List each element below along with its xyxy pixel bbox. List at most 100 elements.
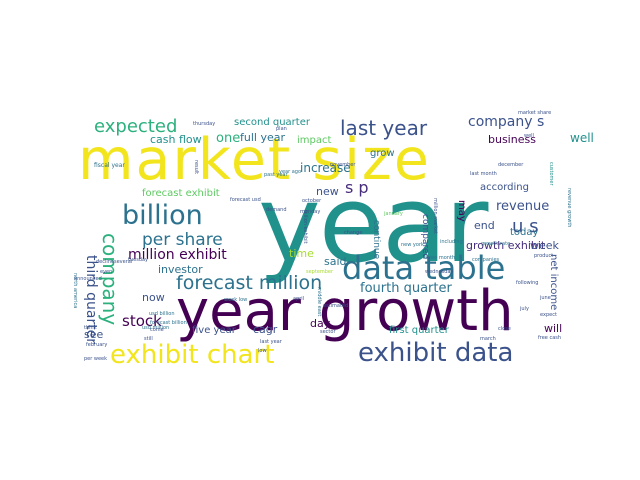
word: company s [468,114,545,130]
word: following [516,280,539,286]
word: market size [78,127,431,193]
word: usd million [142,325,170,331]
word: year growth [176,279,514,344]
word: forecast exhibit [142,188,220,199]
word: end [474,219,495,232]
word: cagr [253,323,278,336]
word: expected [94,116,178,137]
word: one [216,131,241,146]
word: billion exhibit [302,210,308,244]
word: usd billion [149,311,175,317]
word: expect [540,312,557,318]
word: think [84,325,97,331]
word: close [498,326,511,332]
word: november [330,162,356,168]
word: exhibit chart [110,340,275,370]
word: last year [260,339,282,345]
word: sector [320,329,336,335]
word: year ago [279,169,302,175]
word: north america [72,273,78,309]
word: customer [548,162,554,186]
word: thursday [193,121,216,127]
word: january [384,211,403,217]
word: march [480,336,496,342]
word: investor [158,263,203,276]
word: million exhibit [128,247,227,263]
word: revenue [496,199,550,214]
word: last month [470,171,497,177]
word: first quarter [389,325,449,336]
word: day [310,317,331,330]
word: february [86,342,108,348]
word: cash flow [150,133,202,146]
word: fourth quarter [360,281,452,296]
word: well [524,133,534,139]
word: april [293,296,305,302]
word: forecast usd [230,197,261,203]
word: net income [548,254,559,311]
word: week [530,239,559,252]
word: including [440,239,463,245]
word: june [540,295,551,301]
word: five year [192,325,236,336]
word: result [193,160,199,175]
word: week low [224,297,248,303]
word: exhibit data [358,338,514,368]
word: wednesday [425,269,454,275]
word: well [570,131,594,145]
word: per share [142,230,223,250]
word: according [480,182,529,193]
word: low [258,348,267,354]
word: forecast billion [150,320,187,326]
word: said [324,255,347,268]
word: tuesday [128,257,149,263]
word: see [84,328,104,341]
word: forecast million [176,272,323,294]
word: announced [74,276,102,282]
word: new york [401,242,424,248]
word: s p [345,178,369,197]
word: october [302,198,322,204]
word: compared [420,214,430,260]
word: stock [122,312,162,330]
word: per week [84,356,108,362]
word: plan [276,126,287,132]
word: come [150,327,164,333]
word: demand [266,207,287,213]
word: even [100,269,113,275]
word: today [510,227,539,238]
word: second quarter [234,117,310,128]
word: time [289,247,314,260]
word: continue [371,220,381,260]
word: grow [370,148,395,159]
word: increase [300,161,351,175]
word: market share [518,110,552,116]
word: u s [512,216,539,237]
word: still [144,336,153,342]
word: companies [472,257,500,263]
word: impact [297,135,332,146]
word: three month [424,255,456,261]
word: data table [342,249,506,287]
word: july [520,306,529,312]
word: several [114,259,133,265]
word: third quarter [83,255,99,345]
word: decline [96,259,115,265]
word: full year [240,131,285,144]
word: growth exhibit [466,239,546,252]
word: now [142,291,165,304]
word: year [258,163,488,286]
word: change [344,230,363,236]
word: billion [122,200,203,231]
word: business [488,133,536,146]
word: last year [340,116,428,140]
word: may [456,200,467,222]
word: monday [300,209,321,215]
word: will [544,322,563,335]
word: million market [432,198,438,234]
word: revenue growth [566,188,572,228]
word: fiscal year [94,162,125,169]
word: december [498,162,524,168]
word: new [316,185,339,198]
